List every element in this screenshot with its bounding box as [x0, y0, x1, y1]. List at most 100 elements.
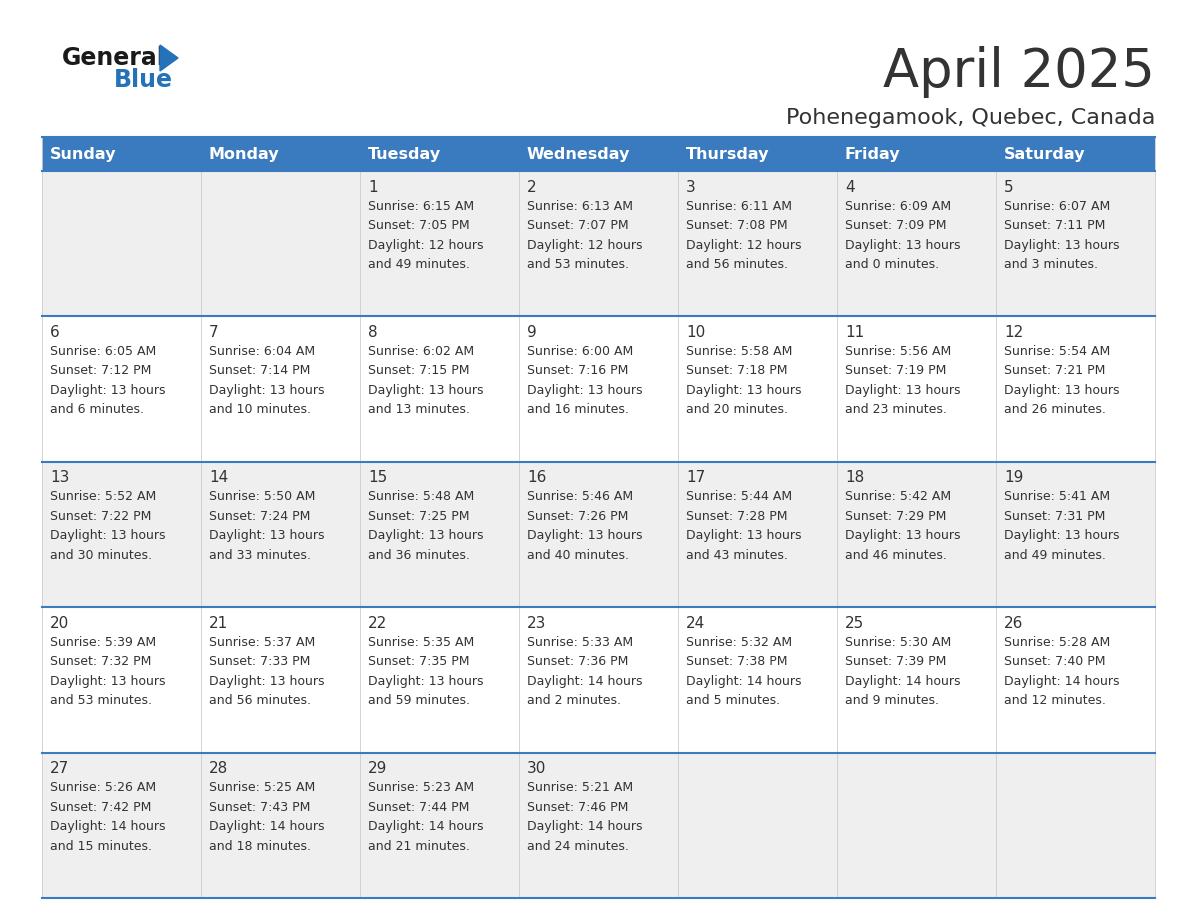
Text: and 15 minutes.: and 15 minutes.: [50, 840, 152, 853]
Bar: [42, 137, 1155, 171]
Text: Sunset: 7:28 PM: Sunset: 7:28 PM: [685, 509, 788, 522]
Text: and 53 minutes.: and 53 minutes.: [50, 694, 152, 707]
Text: April 2025: April 2025: [883, 46, 1155, 98]
Text: Sunset: 7:44 PM: Sunset: 7:44 PM: [368, 800, 469, 813]
Text: Sunrise: 6:09 AM: Sunrise: 6:09 AM: [845, 199, 952, 212]
Text: Sunset: 7:42 PM: Sunset: 7:42 PM: [50, 800, 151, 813]
Text: 27: 27: [50, 761, 69, 776]
Text: and 24 minutes.: and 24 minutes.: [527, 840, 628, 853]
Text: Daylight: 13 hours: Daylight: 13 hours: [368, 675, 484, 688]
Text: and 46 minutes.: and 46 minutes.: [845, 549, 947, 562]
Text: Sunset: 7:46 PM: Sunset: 7:46 PM: [527, 800, 628, 813]
Text: and 53 minutes.: and 53 minutes.: [527, 258, 628, 271]
Text: Daylight: 14 hours: Daylight: 14 hours: [845, 675, 961, 688]
Text: Sunrise: 6:00 AM: Sunrise: 6:00 AM: [527, 345, 633, 358]
Bar: [42, 462, 1155, 607]
Text: and 2 minutes.: and 2 minutes.: [527, 694, 621, 707]
Text: and 13 minutes.: and 13 minutes.: [368, 403, 470, 417]
Text: Sunrise: 5:56 AM: Sunrise: 5:56 AM: [845, 345, 952, 358]
Text: Sunset: 7:14 PM: Sunset: 7:14 PM: [209, 364, 310, 377]
Text: Sunset: 7:38 PM: Sunset: 7:38 PM: [685, 655, 788, 668]
Text: Friday: Friday: [845, 147, 901, 162]
Text: Sunrise: 6:05 AM: Sunrise: 6:05 AM: [50, 345, 157, 358]
Text: Sunrise: 5:37 AM: Sunrise: 5:37 AM: [209, 635, 315, 649]
Text: Sunset: 7:21 PM: Sunset: 7:21 PM: [1004, 364, 1105, 377]
Text: Daylight: 13 hours: Daylight: 13 hours: [845, 530, 961, 543]
Text: Thursday: Thursday: [685, 147, 770, 162]
Text: Daylight: 13 hours: Daylight: 13 hours: [368, 384, 484, 397]
Text: Sunset: 7:40 PM: Sunset: 7:40 PM: [1004, 655, 1106, 668]
Bar: [42, 171, 1155, 317]
Text: Monday: Monday: [209, 147, 279, 162]
Text: 9: 9: [527, 325, 537, 340]
Text: Sunset: 7:43 PM: Sunset: 7:43 PM: [209, 800, 310, 813]
Text: Daylight: 13 hours: Daylight: 13 hours: [1004, 530, 1119, 543]
Text: Daylight: 13 hours: Daylight: 13 hours: [845, 384, 961, 397]
Text: Sunrise: 5:28 AM: Sunrise: 5:28 AM: [1004, 635, 1111, 649]
Text: Daylight: 13 hours: Daylight: 13 hours: [1004, 239, 1119, 252]
Text: Sunset: 7:31 PM: Sunset: 7:31 PM: [1004, 509, 1105, 522]
Text: and 10 minutes.: and 10 minutes.: [209, 403, 311, 417]
Text: Sunrise: 5:25 AM: Sunrise: 5:25 AM: [209, 781, 315, 794]
Text: Sunset: 7:25 PM: Sunset: 7:25 PM: [368, 509, 469, 522]
Text: 22: 22: [368, 616, 387, 631]
Text: 19: 19: [1004, 470, 1023, 486]
Text: and 16 minutes.: and 16 minutes.: [527, 403, 628, 417]
Text: 29: 29: [368, 761, 387, 776]
Text: Sunset: 7:22 PM: Sunset: 7:22 PM: [50, 509, 151, 522]
Text: and 0 minutes.: and 0 minutes.: [845, 258, 940, 271]
Text: and 12 minutes.: and 12 minutes.: [1004, 694, 1106, 707]
Text: 16: 16: [527, 470, 546, 486]
Text: Daylight: 13 hours: Daylight: 13 hours: [1004, 384, 1119, 397]
Text: and 56 minutes.: and 56 minutes.: [685, 258, 788, 271]
Text: Sunrise: 5:58 AM: Sunrise: 5:58 AM: [685, 345, 792, 358]
Text: 5: 5: [1004, 180, 1013, 195]
Text: General: General: [62, 46, 166, 70]
Text: 10: 10: [685, 325, 706, 340]
Text: 1: 1: [368, 180, 378, 195]
Text: Pohenegamook, Quebec, Canada: Pohenegamook, Quebec, Canada: [785, 108, 1155, 128]
Text: Daylight: 14 hours: Daylight: 14 hours: [685, 675, 802, 688]
Text: Daylight: 13 hours: Daylight: 13 hours: [685, 530, 802, 543]
Text: 3: 3: [685, 180, 696, 195]
Text: Daylight: 13 hours: Daylight: 13 hours: [209, 675, 324, 688]
Text: Sunset: 7:36 PM: Sunset: 7:36 PM: [527, 655, 628, 668]
Text: Sunset: 7:39 PM: Sunset: 7:39 PM: [845, 655, 947, 668]
Text: Sunset: 7:18 PM: Sunset: 7:18 PM: [685, 364, 788, 377]
Text: 23: 23: [527, 616, 546, 631]
Text: 20: 20: [50, 616, 69, 631]
Text: and 26 minutes.: and 26 minutes.: [1004, 403, 1106, 417]
Text: and 20 minutes.: and 20 minutes.: [685, 403, 788, 417]
Text: Sunset: 7:11 PM: Sunset: 7:11 PM: [1004, 219, 1105, 232]
Text: Sunrise: 5:21 AM: Sunrise: 5:21 AM: [527, 781, 633, 794]
Text: Sunset: 7:12 PM: Sunset: 7:12 PM: [50, 364, 151, 377]
Text: Sunset: 7:33 PM: Sunset: 7:33 PM: [209, 655, 310, 668]
Text: Sunset: 7:07 PM: Sunset: 7:07 PM: [527, 219, 628, 232]
Text: and 49 minutes.: and 49 minutes.: [1004, 549, 1106, 562]
Text: Sunset: 7:05 PM: Sunset: 7:05 PM: [368, 219, 469, 232]
Text: Daylight: 13 hours: Daylight: 13 hours: [50, 384, 165, 397]
Text: 24: 24: [685, 616, 706, 631]
Text: Sunrise: 5:23 AM: Sunrise: 5:23 AM: [368, 781, 474, 794]
Text: 13: 13: [50, 470, 69, 486]
Polygon shape: [160, 45, 178, 71]
Text: Wednesday: Wednesday: [527, 147, 631, 162]
Text: Daylight: 13 hours: Daylight: 13 hours: [209, 530, 324, 543]
Text: Sunrise: 5:35 AM: Sunrise: 5:35 AM: [368, 635, 474, 649]
Text: Daylight: 13 hours: Daylight: 13 hours: [845, 239, 961, 252]
Text: Daylight: 13 hours: Daylight: 13 hours: [527, 530, 643, 543]
Text: Daylight: 14 hours: Daylight: 14 hours: [209, 820, 324, 834]
Text: and 56 minutes.: and 56 minutes.: [209, 694, 311, 707]
Text: Sunset: 7:08 PM: Sunset: 7:08 PM: [685, 219, 788, 232]
Text: Sunset: 7:09 PM: Sunset: 7:09 PM: [845, 219, 947, 232]
Text: and 18 minutes.: and 18 minutes.: [209, 840, 311, 853]
Text: 26: 26: [1004, 616, 1023, 631]
Text: Sunrise: 6:11 AM: Sunrise: 6:11 AM: [685, 199, 792, 212]
Text: and 23 minutes.: and 23 minutes.: [845, 403, 947, 417]
Text: Daylight: 13 hours: Daylight: 13 hours: [50, 530, 165, 543]
Text: Sunrise: 5:50 AM: Sunrise: 5:50 AM: [209, 490, 315, 503]
Text: and 30 minutes.: and 30 minutes.: [50, 549, 152, 562]
Text: Daylight: 13 hours: Daylight: 13 hours: [50, 675, 165, 688]
Text: 28: 28: [209, 761, 228, 776]
Text: Daylight: 14 hours: Daylight: 14 hours: [527, 820, 643, 834]
